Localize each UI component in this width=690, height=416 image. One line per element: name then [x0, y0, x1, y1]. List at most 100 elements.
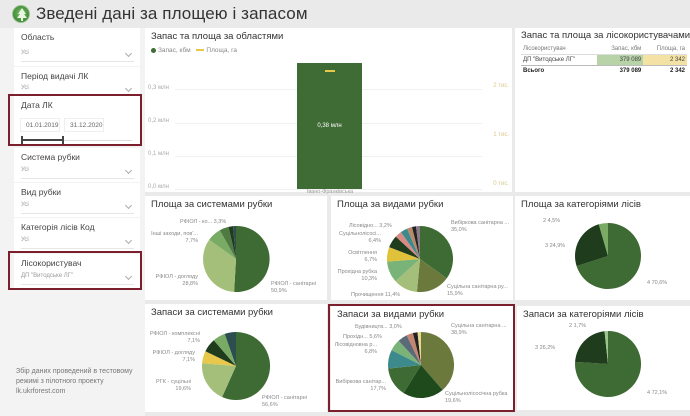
chevron-down-icon [124, 166, 133, 175]
slicer-label: Область [21, 32, 55, 42]
label-text: РФІОЛ - догляду [152, 350, 195, 356]
pie-label: 2 4,5% [543, 218, 561, 224]
forest-users-table-card: Запас та площа за лісокористувачами Лісо… [515, 28, 690, 192]
table-cell: 2 342 [643, 54, 687, 66]
label-text: РФІОЛ - догляду [155, 274, 198, 280]
pie-label: 3 24,9% [545, 243, 566, 249]
pie-label: Прочищення 11,4% [351, 292, 401, 298]
y-axis-tick: 0,3 млн [148, 85, 169, 91]
pie-chart[interactable] [385, 224, 455, 294]
pie-chart[interactable] [572, 328, 644, 400]
slicer-forest-user: Лісокористувач ДП "Витодське ЛГ" [14, 254, 140, 288]
dropdown-value: Усі [21, 85, 29, 91]
dropdown-value: Усі [21, 202, 29, 208]
y-axis-tick: 0,2 млн [148, 118, 169, 124]
label-pct: 6,7% [364, 257, 377, 263]
date-slider-start-handle[interactable] [21, 136, 23, 144]
pie-label: Суцільнолісосі... 6,4% [331, 231, 381, 245]
pie-label: 4 70,6% [647, 280, 668, 286]
region-dropdown[interactable]: Усі [21, 49, 134, 62]
pie-label: РФІОЛ - ко... 3,3% [180, 219, 227, 225]
label-pct: 6,8% [364, 349, 377, 355]
date-start-input[interactable]: 01.01.2019 [20, 118, 60, 132]
pie-stock-types-card: Запаси за видами рубки Будівництв... 3,0… [331, 306, 513, 410]
date-slider-track[interactable] [22, 140, 132, 141]
label-text: РФІОЛ - комплексні [149, 331, 200, 337]
pie-label: Вибіркова санітарна ... 35,0% [451, 220, 509, 234]
y2-axis-tick: 0 тис. [493, 181, 509, 187]
pie-chart[interactable] [200, 330, 272, 402]
label-pct: 7,7% [185, 238, 198, 244]
cutting-type-dropdown[interactable]: Усі [21, 201, 134, 214]
line-area-marker[interactable] [325, 70, 335, 72]
highlight-frame [8, 94, 142, 146]
pie-label: РФІОЛ - догляду 7,1% [145, 350, 195, 364]
pie-label: Освітлення 6,7% [331, 250, 377, 264]
dropdown-value: ДП "Витодське ЛГ" [21, 273, 74, 279]
y-axis-tick: 0,0 млн [148, 184, 169, 190]
pie-label: 2 1,7% [569, 323, 587, 329]
slicer-forest-category: Категорія лісів Код Усі [14, 218, 140, 252]
slicer-issue-period: Період видачі ЛК Усі [14, 67, 140, 95]
pie-label: РФІОЛ - санітарні 56,6% [262, 395, 307, 409]
label-pct: 15,9% [447, 291, 463, 297]
bar-chart-card: Запас та площа за областями Запас, кбм П… [145, 28, 512, 195]
page-header: Зведені дані за площею і запасом [0, 0, 690, 28]
table-cell: Всього [523, 68, 545, 74]
label-pct: 17,7% [370, 386, 386, 392]
label-text: Прохідна рубка [337, 269, 377, 275]
bar-stock[interactable] [297, 63, 362, 189]
date-end-input[interactable]: 31.12.2020 [64, 118, 104, 132]
label-pct: 50,9% [271, 288, 287, 294]
slicer-label: Категорія лісів Код [21, 222, 95, 232]
table-header-row: Лісокористувач Запас, кбм Площа, га [521, 44, 687, 55]
slicer-cutting-system: Система рубки Усі [14, 148, 140, 182]
slicer-region: Область Усі [14, 28, 140, 66]
card-title: Запаси за системами рубки [151, 307, 273, 318]
cutting-system-dropdown[interactable]: Усі [21, 166, 134, 179]
label-text: РГК - суцільні [156, 379, 191, 385]
column-header[interactable]: Запас, кбм [597, 44, 644, 55]
card-title: Запаси за категоріями лісів [523, 309, 644, 320]
slicer-label: Система рубки [21, 152, 80, 162]
table-row[interactable]: ДП "Витодське ЛГ" 379 089 2 342 [521, 54, 687, 66]
pie-label: РФІОЛ - санітарні 50,9% [271, 281, 316, 295]
label-pct: 28,8% [182, 281, 198, 287]
pie-label: Прохідн... 5,6% [343, 334, 382, 340]
pie-chart[interactable] [385, 329, 457, 401]
table-cell: 379 089 [619, 68, 642, 74]
page-title: Зведені дані за площею і запасом [36, 4, 308, 23]
label-text: Суцільнолісосічна рубка [445, 391, 508, 397]
dropdown-value: Усі [21, 167, 29, 173]
table-cell: 2 342 [669, 68, 685, 74]
table-cell: ДП "Витодське ЛГ" [521, 54, 598, 66]
forest-user-dropdown[interactable]: ДП "Витодське ЛГ" [21, 272, 134, 285]
footnote-text: Збір даних проведений в тестовому режимі… [16, 368, 133, 395]
label-pct: 19,6% [445, 398, 461, 404]
slicer-label: Дата ЛК [21, 100, 53, 110]
label-text: Суцільнолісосі... [338, 231, 381, 237]
label-pct: 7,1% [182, 357, 195, 363]
column-header[interactable]: Площа, га [643, 44, 687, 55]
card-title: Площа за видами рубки [337, 199, 444, 210]
bar-data-label: 0,38 млн [317, 123, 342, 129]
chevron-down-icon [124, 236, 133, 245]
table-cell: 379 089 [597, 54, 644, 66]
forest-tree-icon [12, 5, 30, 23]
pie-label: РФІОЛ - комплексні 7,1% [145, 331, 200, 345]
pie-label: Суцільна санітарна ... 38,9% [451, 323, 507, 337]
date-slider-end-handle[interactable] [62, 136, 64, 144]
pie-label: РГК - суцільні 19,6% [145, 379, 191, 393]
table-total-row: Всього 379 089 2 342 [521, 66, 687, 77]
pie-stock-systems-card: Запаси за системами рубки РФІОЛ - компле… [145, 304, 327, 412]
label-text: Вибіркова санітар... [335, 379, 386, 385]
pie-label: Будівництв... 3,0% [355, 324, 402, 330]
y2-axis-tick: 1 тис. [493, 132, 509, 138]
pie-label: Лісовідновна р... 6,8% [331, 342, 377, 356]
pie-chart[interactable] [572, 220, 644, 292]
forest-category-dropdown[interactable]: Усі [21, 236, 134, 249]
pie-chart[interactable] [201, 224, 271, 294]
dropdown-value: Усі [21, 237, 29, 243]
column-header[interactable]: Лісокористувач [521, 44, 598, 55]
label-pct: 38,9% [451, 330, 467, 336]
